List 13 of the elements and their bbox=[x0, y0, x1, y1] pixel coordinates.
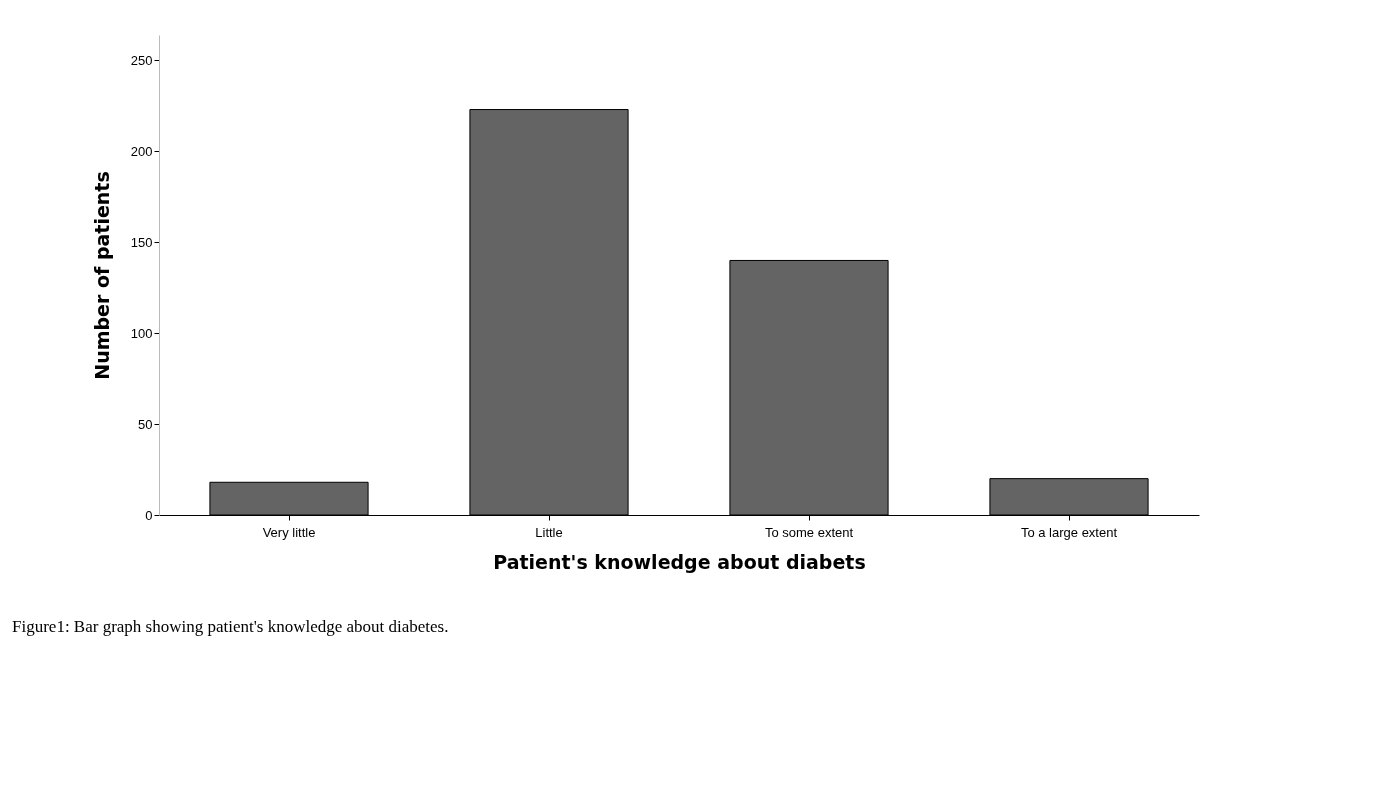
y-axis-title: Number of patients bbox=[90, 171, 113, 380]
x-axis-title: Patient's knowledge about diabets bbox=[493, 550, 866, 573]
y-tick-label: 0 bbox=[145, 507, 153, 523]
x-tick-label: Little bbox=[535, 524, 563, 540]
y-tick-label: 50 bbox=[138, 416, 153, 432]
x-tick-label: To a large extent bbox=[1020, 524, 1118, 540]
y-tick-label: 100 bbox=[130, 325, 153, 341]
caption: Figure1: Bar graph showing patient's knowledge about diabetes. bbox=[12, 617, 450, 637]
y-tick-label: 150 bbox=[130, 234, 153, 250]
x-tick-label: Very little bbox=[262, 524, 316, 540]
y-tick-label: 250 bbox=[130, 52, 153, 68]
x-tick-label: To some extent bbox=[764, 524, 854, 540]
y-tick-label: 200 bbox=[130, 143, 153, 159]
